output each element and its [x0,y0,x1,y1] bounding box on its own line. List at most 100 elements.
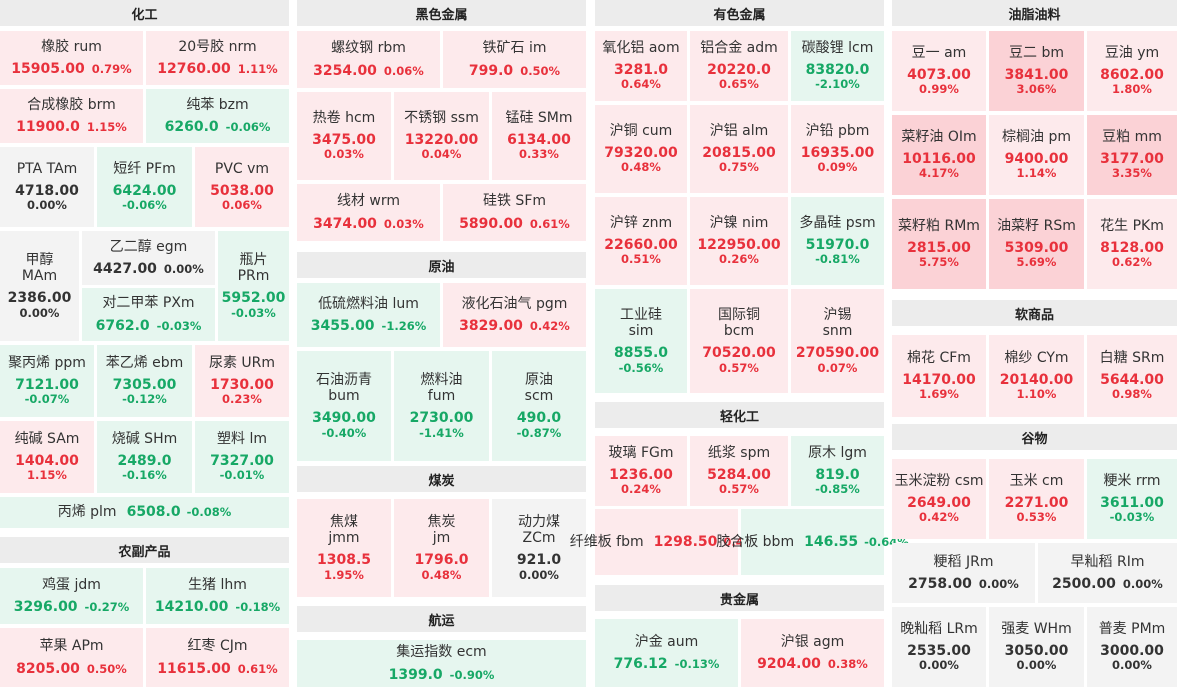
contract-tile-bum[interactable]: 石油沥青 bum 3490.00 -0.40% [297,351,391,461]
contract-name: 普麦 PMm [1098,621,1166,638]
contract-tile-ebm[interactable]: 苯乙烯 ebm 7305.00 -0.12% [97,345,192,417]
contract-tile-zcm[interactable]: 动力煤 ZCm 921.0 0.00% [492,499,586,597]
contract-change-pct: 0.79% [91,62,132,76]
contract-name: 液化石油气 pgm [461,295,568,312]
contract-tile-snm[interactable]: 沪锡 snm 270590.00 0.07% [791,289,884,393]
contract-tile-im[interactable]: 铁矿石 im 799.0 0.50% [443,31,586,88]
contract-code: jm [432,530,451,547]
contract-tile-fum[interactable]: 燃料油 fum 2730.00 -1.41% [394,351,489,461]
contract-tile-pm[interactable]: 棕榈油 pm 9400.00 1.14% [989,115,1084,195]
contract-tile-shm[interactable]: 烧碱 SHm 2489.0 -0.16% [97,421,192,493]
contract-tile-wrm[interactable]: 线材 wrm 3474.00 0.03% [297,184,440,241]
contract-change-pct: 0.99% [919,82,959,97]
contract-tile-sfm[interactable]: 硅铁 SFm 5890.00 0.61% [443,184,586,241]
contract-change-pct: 0.57% [719,482,759,497]
contract-tile-bm[interactable]: 豆二 bm 3841.00 3.06% [989,31,1084,111]
contract-tile-jdm[interactable]: 鸡蛋 jdm 3296.00 -0.27% [0,568,143,624]
contract-change-pct: -0.56% [618,360,664,375]
contract-tile-prm[interactable]: 瓶片 PRm 5952.00 -0.03% [218,231,289,341]
contract-tile-egm[interactable]: 乙二醇 egm 4427.00 0.00% [82,231,215,285]
contract-tile-am[interactable]: 豆一 am 4073.00 0.99% [892,31,986,111]
contract-tile-ym[interactable]: 豆油 ym 8602.00 1.80% [1087,31,1177,111]
contract-tile-spm[interactable]: 纸浆 spm 5284.00 0.57% [690,436,788,506]
contract-tile-sim[interactable]: 工业硅 sim 8855.0 -0.56% [595,289,687,393]
contract-tile-whm[interactable]: 强麦 WHm 3050.00 0.00% [989,607,1084,687]
contract-tile-bcm[interactable]: 国际铜 bcm 70520.00 0.57% [690,289,788,393]
contract-tile-lcm[interactable]: 碳酸锂 lcm 83820.0 -2.10% [791,31,884,101]
contract-tile-pkm[interactable]: 花生 PKm 8128.00 0.62% [1087,199,1177,289]
contract-tile-lrm[interactable]: 晚籼稻 LRm 2535.00 0.00% [892,607,986,687]
contract-tile-adm[interactable]: 铝合金 adm 20220.0 0.65% [690,31,788,101]
contract-tile-cum[interactable]: 沪铜 cum 79320.00 0.48% [595,105,687,193]
contract-tile-vm[interactable]: PVC vm 5038.00 0.06% [195,147,289,227]
contract-name: 粳米 rrm [1103,473,1161,490]
section-header-s4: 煤炭 [297,466,586,492]
contract-tile-fgm[interactable]: 玻璃 FGm 1236.00 0.24% [595,436,687,506]
contract-tile-hcm[interactable]: 热卷 hcm 3475.00 0.03% [297,92,391,180]
contract-tile-lgm[interactable]: 原木 lgm 819.0 -0.85% [791,436,884,506]
contract-tile-cym[interactable]: 棉纱 CYm 20140.00 1.10% [989,335,1084,417]
contract-tile-sam[interactable]: 纯碱 SAm 1404.00 1.15% [0,421,94,493]
contract-tile-cm[interactable]: 玉米 cm 2271.00 0.53% [989,459,1084,539]
contract-price: 83820.0 [805,62,870,79]
contract-tile-jm[interactable]: 焦炭 jm 1796.0 0.48% [394,499,489,597]
contract-tile-ppm[interactable]: 聚丙烯 ppm 7121.00 -0.07% [0,345,94,417]
contract-tile-rmm[interactable]: 菜籽粕 RMm 2815.00 5.75% [892,199,986,289]
contract-change-pct: 1.10% [1016,387,1057,402]
section-header-s6: 有色金属 [595,0,884,26]
contract-tile-jmm[interactable]: 焦煤 jmm 1308.5 1.95% [297,499,391,597]
contract-tile-scm[interactable]: 原油 scm 490.0 -0.87% [492,351,586,461]
contract-name: 短纤 PFm [113,161,176,178]
contract-tile-rim[interactable]: 早籼稻 RIm 2500.00 0.00% [1038,543,1177,603]
contract-price: 3000.00 [1100,643,1164,660]
contract-tile-pmm[interactable]: 普麦 PMm 3000.00 0.00% [1087,607,1177,687]
contract-name: 尿素 URm [208,355,276,372]
contract-tile-agm[interactable]: 沪银 agm 9204.00 0.38% [741,619,884,687]
contract-tile-pgm[interactable]: 液化石油气 pgm 3829.00 0.42% [443,283,586,347]
contract-tile-rsm[interactable]: 油菜籽 RSm 5309.00 5.69% [989,199,1084,289]
contract-tile-lum[interactable]: 低硫燃料油 lum 3455.00 -1.26% [297,283,440,347]
contract-tile-apm[interactable]: 苹果 APm 8205.00 0.50% [0,628,143,687]
contract-tile-psm[interactable]: 多晶硅 psm 51970.0 -0.81% [791,197,884,285]
contract-tile-bzm[interactable]: 纯苯 bzm 6260.0 -0.06% [146,89,289,143]
contract-tile-aum[interactable]: 沪金 aum 776.12 -0.13% [595,619,738,687]
contract-name: 花生 PKm [1100,218,1164,235]
contract-name: 棉花 CFm [907,350,971,367]
contract-change-pct: 1.14% [1016,166,1057,181]
contract-tile-plm[interactable]: 丙烯 plm 6508.0 -0.08% [0,497,289,528]
contract-tile-mam[interactable]: 甲醇 MAm 2386.00 0.00% [0,231,79,341]
contract-tile-brm[interactable]: 合成橡胶 brm 11900.0 1.15% [0,89,143,143]
contract-tile-smm[interactable]: 锰硅 SMm 6134.00 0.33% [492,92,586,180]
contract-tile-cjm[interactable]: 红枣 CJm 11615.00 0.61% [146,628,289,687]
contract-tile-pfm[interactable]: 短纤 PFm 6424.00 -0.06% [97,147,192,227]
contract-tile-jrm[interactable]: 粳稻 JRm 2758.00 0.00% [892,543,1035,603]
contract-tile-aom[interactable]: 氧化铝 aom 3281.0 0.64% [595,31,687,101]
contract-tile-pbm[interactable]: 沪铅 pbm 16935.00 0.09% [791,105,884,193]
contract-name: 玉米淀粉 csm [894,473,984,490]
contract-price: 7121.00 [15,377,79,394]
contract-tile-tam[interactable]: PTA TAm 4718.00 0.00% [0,147,94,227]
contract-tile-bbm[interactable]: 胶合板 bbm 146.55 -0.64% [716,509,909,575]
contract-tile-csm[interactable]: 玉米淀粉 csm 2649.00 0.42% [892,459,986,539]
contract-tile-rum[interactable]: 橡胶 rum 15905.00 0.79% [0,31,143,85]
contract-tile-nim[interactable]: 沪镍 nim 122950.00 0.26% [690,197,788,285]
contract-tile-ssm[interactable]: 不锈钢 ssm 13220.00 0.04% [394,92,489,180]
contract-name: PTA TAm [16,161,78,178]
contract-tile-lm[interactable]: 塑料 lm 7327.00 -0.01% [195,421,289,493]
contract-tile-srm[interactable]: 白糖 SRm 5644.00 0.98% [1087,335,1177,417]
contract-tile-ecm[interactable]: 集运指数 ecm 1399.0 -0.90% [297,640,586,687]
contract-tile-olm[interactable]: 菜籽油 OIm 10116.00 4.17% [892,115,986,195]
contract-price: 3177.00 [1100,151,1164,168]
contract-tile-cfm[interactable]: 棉花 CFm 14170.00 1.69% [892,335,986,417]
contract-tile-znm[interactable]: 沪锌 znm 22660.00 0.51% [595,197,687,285]
section-header-s1: 农副产品 [0,537,289,563]
contract-tile-alm[interactable]: 沪铝 alm 20815.00 0.75% [690,105,788,193]
contract-tile-lhm[interactable]: 生猪 lhm 14210.00 -0.18% [146,568,289,624]
contract-tile-pxm[interactable]: 对二甲苯 PXm 6762.0 -0.03% [82,288,215,341]
contract-tile-rbm[interactable]: 螺纹钢 rbm 3254.00 0.06% [297,31,440,88]
contract-tile-mm[interactable]: 豆粕 mm 3177.00 3.35% [1087,115,1177,195]
contract-name: 豆粕 mm [1102,129,1162,146]
contract-tile-urm[interactable]: 尿素 URm 1730.00 0.23% [195,345,289,417]
contract-tile-nrm[interactable]: 20号胶 nrm 12760.00 1.11% [146,31,289,85]
contract-tile-rrm[interactable]: 粳米 rrm 3611.00 -0.03% [1087,459,1177,539]
